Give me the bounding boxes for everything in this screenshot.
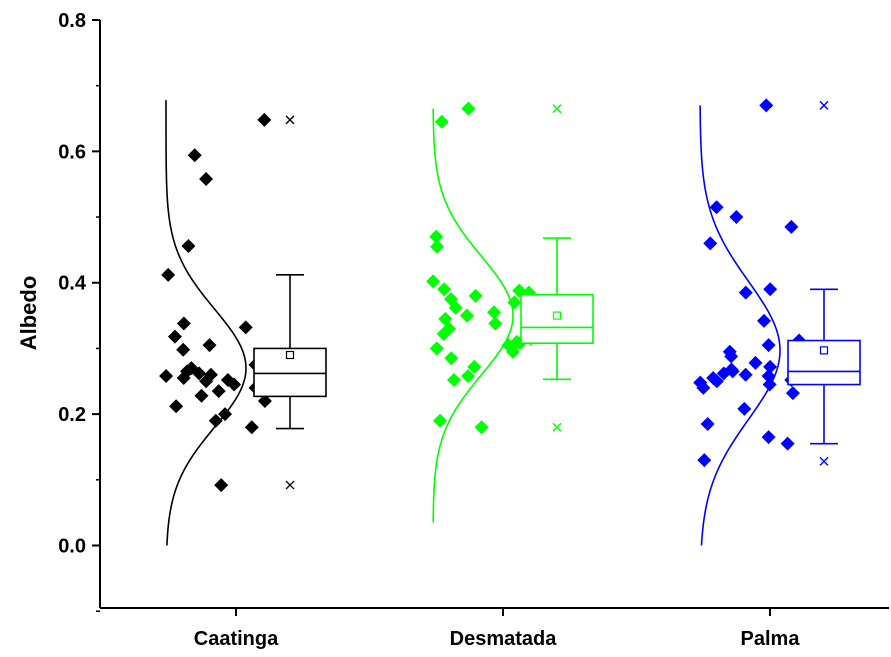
data-point [430,239,445,254]
data-point [218,407,233,422]
data-point [729,210,744,225]
group-caatinga [159,100,327,546]
outlier-marker [552,422,562,432]
mean-marker [552,311,562,320]
data-point [738,367,753,382]
outlier-marker [285,115,295,125]
data-point [199,171,214,186]
data-point [474,420,489,435]
data-point [724,349,739,364]
data-point [227,377,242,392]
data-point [238,320,253,335]
data-point [429,229,444,244]
data-point [214,478,229,493]
y-tick-label: 0.6 [58,141,86,163]
data-point [244,420,259,435]
iqr-box [787,339,861,386]
data-point [434,114,449,129]
data-point [169,399,184,414]
data-point [447,372,462,387]
data-point [468,288,483,303]
plot-groups [159,98,861,546]
data-point [759,98,774,113]
data-point [697,453,712,468]
data-point [696,380,711,395]
y-tick-label: 0.2 [58,404,86,426]
y-tick-label: 0.4 [58,273,87,295]
data-point [448,300,463,315]
data-point [426,274,441,289]
distribution-curve [165,100,247,546]
data-point [161,267,176,282]
data-point [429,341,444,356]
data-point [461,369,476,384]
data-point [488,316,503,331]
iqr-box [253,347,327,398]
data-point [208,413,223,428]
data-point [700,416,715,431]
distribution-curve [432,108,514,523]
data-point [761,369,776,384]
data-point [467,359,482,374]
y-tick-label: 0.0 [58,536,86,558]
data-point [436,326,451,341]
outlier-marker [552,104,562,114]
data-point [505,344,520,359]
data-point [757,313,772,328]
data-point [437,282,452,297]
y-axis: 0.0 0.2 0.4 0.6 0.8 [58,10,101,612]
data-point [257,112,272,127]
data-point [199,374,214,389]
distribution-curve [699,105,781,546]
data-point [444,351,459,366]
data-point [761,338,776,353]
data-point [192,366,207,381]
data-point [748,355,763,370]
y-tick-label: 0.8 [58,10,86,32]
outlier-marker [819,456,829,466]
x-tick-label: Caatinga [194,628,279,650]
y-axis-title: Albedo [16,276,41,351]
data-point [784,219,799,234]
data-point [202,338,217,353]
x-tick-label: Desmatada [450,628,558,650]
x-axis: Caatinga Desmatada Palma [100,607,889,650]
data-point [176,342,191,357]
outlier-marker [819,100,829,110]
data-point [737,401,752,416]
mean-marker [819,346,829,355]
data-point [181,238,196,253]
data-point [716,366,731,381]
data-point [709,200,724,215]
group-desmatada [426,101,594,523]
data-point [501,338,516,353]
data-point [176,316,191,331]
data-point [459,308,474,323]
group-palma [693,98,861,546]
data-point [257,393,272,408]
data-point [211,384,226,399]
data-point [738,285,753,300]
data-point [487,305,502,320]
data-point [194,388,209,403]
data-point [176,370,191,385]
data-point [780,436,795,451]
outlier-marker [285,480,295,490]
data-point [187,148,202,163]
data-point [763,282,778,297]
data-point [762,377,777,392]
data-point [433,413,448,428]
data-point [761,430,776,445]
data-point [507,295,522,310]
data-point [703,236,718,251]
x-tick-label: Palma [741,628,801,650]
data-point [785,386,800,401]
data-point [461,101,476,116]
data-point [167,329,182,344]
data-point [763,359,778,374]
mean-marker [285,350,295,360]
data-point [159,369,174,384]
data-point [709,374,724,389]
